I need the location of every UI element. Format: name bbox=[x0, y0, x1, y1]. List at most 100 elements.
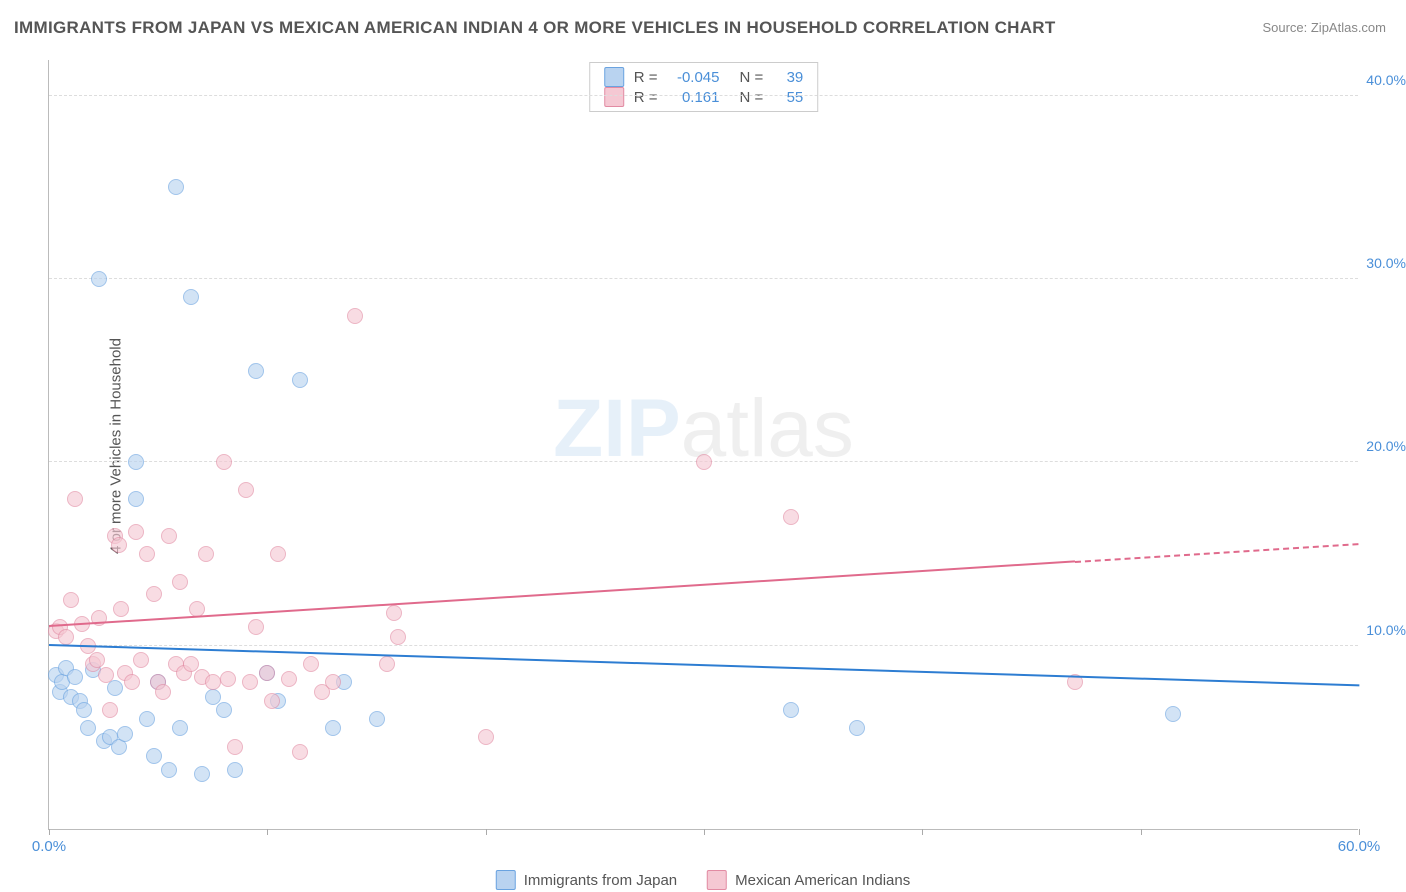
legend-n-label: N = bbox=[740, 89, 764, 106]
y-tick-label: 10.0% bbox=[1360, 622, 1406, 638]
scatter-point bbox=[205, 674, 221, 690]
scatter-point bbox=[63, 592, 79, 608]
legend-swatch bbox=[604, 67, 624, 87]
scatter-point bbox=[155, 684, 171, 700]
stats-legend-row: R = 0.161 N = 55 bbox=[604, 87, 804, 107]
scatter-point bbox=[783, 509, 799, 525]
gridline bbox=[49, 95, 1358, 96]
source-name: ZipAtlas.com bbox=[1311, 20, 1386, 35]
scatter-point bbox=[1165, 706, 1181, 722]
y-tick-label: 40.0% bbox=[1360, 72, 1406, 88]
scatter-point bbox=[216, 454, 232, 470]
bottom-legend: Immigrants from Japan Mexican American In… bbox=[496, 870, 910, 890]
scatter-point bbox=[325, 674, 341, 690]
source-prefix: Source: bbox=[1262, 20, 1310, 35]
scatter-point bbox=[128, 454, 144, 470]
scatter-point bbox=[198, 546, 214, 562]
legend-swatch bbox=[496, 870, 516, 890]
trend-line-extrapolated bbox=[1075, 543, 1359, 563]
legend-n-value: 39 bbox=[773, 69, 803, 86]
scatter-point bbox=[58, 629, 74, 645]
legend-r-label: R = bbox=[634, 69, 658, 86]
scatter-point bbox=[696, 454, 712, 470]
scatter-point bbox=[113, 601, 129, 617]
scatter-point bbox=[80, 720, 96, 736]
scatter-point bbox=[146, 748, 162, 764]
scatter-point bbox=[146, 586, 162, 602]
gridline bbox=[49, 645, 1358, 646]
scatter-point bbox=[270, 546, 286, 562]
scatter-point bbox=[161, 528, 177, 544]
legend-swatch bbox=[707, 870, 727, 890]
scatter-point bbox=[139, 546, 155, 562]
legend-r-value: -0.045 bbox=[668, 69, 720, 86]
x-tick-mark bbox=[1359, 829, 1360, 835]
scatter-point bbox=[172, 720, 188, 736]
legend-label: Immigrants from Japan bbox=[524, 872, 677, 889]
scatter-point bbox=[379, 656, 395, 672]
x-tick-mark bbox=[267, 829, 268, 835]
scatter-point bbox=[111, 537, 127, 553]
scatter-point bbox=[117, 726, 133, 742]
scatter-point bbox=[369, 711, 385, 727]
x-tick-label: 0.0% bbox=[32, 838, 66, 855]
scatter-point bbox=[783, 702, 799, 718]
scatter-point bbox=[133, 652, 149, 668]
scatter-point bbox=[216, 702, 232, 718]
scatter-point bbox=[248, 363, 264, 379]
scatter-point bbox=[168, 179, 184, 195]
scatter-point bbox=[248, 619, 264, 635]
scatter-point bbox=[281, 671, 297, 687]
stats-legend: R = -0.045 N = 39 R = 0.161 N = 55 bbox=[589, 62, 819, 112]
scatter-point bbox=[128, 491, 144, 507]
scatter-point bbox=[102, 702, 118, 718]
scatter-point bbox=[183, 289, 199, 305]
scatter-point bbox=[386, 605, 402, 621]
y-tick-label: 30.0% bbox=[1360, 255, 1406, 271]
bottom-legend-item: Mexican American Indians bbox=[707, 870, 910, 890]
x-tick-mark bbox=[1141, 829, 1142, 835]
scatter-point bbox=[227, 762, 243, 778]
scatter-point bbox=[259, 665, 275, 681]
scatter-point bbox=[172, 574, 188, 590]
scatter-point bbox=[325, 720, 341, 736]
scatter-point bbox=[128, 524, 144, 540]
legend-label: Mexican American Indians bbox=[735, 872, 910, 889]
scatter-point bbox=[478, 729, 494, 745]
source-label: Source: ZipAtlas.com bbox=[1262, 20, 1386, 35]
legend-n-value: 55 bbox=[773, 89, 803, 106]
scatter-point bbox=[390, 629, 406, 645]
scatter-point bbox=[849, 720, 865, 736]
scatter-point bbox=[227, 739, 243, 755]
scatter-point bbox=[242, 674, 258, 690]
scatter-point bbox=[303, 656, 319, 672]
x-tick-label: 60.0% bbox=[1338, 838, 1381, 855]
scatter-point bbox=[347, 308, 363, 324]
gridline bbox=[49, 278, 1358, 279]
scatter-point bbox=[98, 667, 114, 683]
scatter-point bbox=[91, 271, 107, 287]
stats-legend-row: R = -0.045 N = 39 bbox=[604, 67, 804, 87]
trend-line bbox=[49, 561, 1075, 628]
scatter-point bbox=[124, 674, 140, 690]
scatter-point bbox=[238, 482, 254, 498]
legend-r-label: R = bbox=[634, 89, 658, 106]
bottom-legend-item: Immigrants from Japan bbox=[496, 870, 677, 890]
scatter-point bbox=[161, 762, 177, 778]
scatter-point bbox=[67, 491, 83, 507]
scatter-point bbox=[292, 372, 308, 388]
scatter-point bbox=[89, 652, 105, 668]
scatter-point bbox=[139, 711, 155, 727]
x-tick-mark bbox=[486, 829, 487, 835]
chart-title: IMMIGRANTS FROM JAPAN VS MEXICAN AMERICA… bbox=[14, 18, 1056, 38]
scatter-point bbox=[220, 671, 236, 687]
x-tick-mark bbox=[49, 829, 50, 835]
legend-swatch bbox=[604, 87, 624, 107]
x-tick-mark bbox=[922, 829, 923, 835]
scatter-point bbox=[67, 669, 83, 685]
legend-n-label: N = bbox=[740, 69, 764, 86]
scatter-point bbox=[264, 693, 280, 709]
scatter-point bbox=[76, 702, 92, 718]
chart-plot-area: ZIPatlas R =-0.045N =39R =0.161N =55 10.… bbox=[48, 60, 1358, 830]
legend-r-value: 0.161 bbox=[668, 89, 720, 106]
